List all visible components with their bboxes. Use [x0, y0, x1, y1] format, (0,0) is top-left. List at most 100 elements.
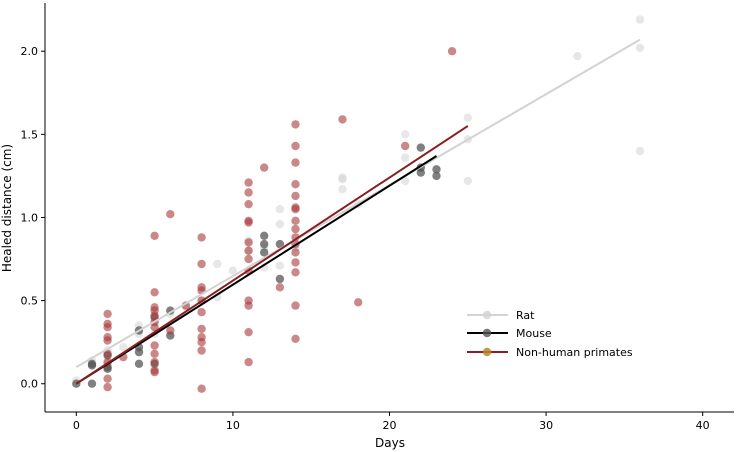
legend-label-non-human-primates: Non-human primates — [516, 346, 633, 359]
point-non-human-primates — [103, 323, 112, 332]
point-non-human-primates — [103, 336, 112, 345]
point-non-human-primates — [291, 191, 300, 201]
x-tick-label: 30 — [539, 419, 553, 432]
point-non-human-primates — [244, 254, 253, 264]
legend-item-rat: Rat — [467, 309, 535, 322]
legend-marker-rat — [482, 310, 492, 320]
x-tick-label: 0 — [73, 419, 80, 432]
point-rat — [119, 343, 128, 352]
y-axis-label: Healed distance (cm) — [0, 144, 14, 272]
point-non-human-primates — [166, 326, 175, 335]
point-rat — [573, 52, 582, 61]
point-non-human-primates — [244, 246, 253, 255]
point-non-human-primates — [150, 323, 159, 332]
point-mouse — [260, 239, 269, 249]
point-non-human-primates — [291, 120, 300, 129]
point-mouse — [275, 274, 285, 284]
point-non-human-primates — [244, 301, 253, 310]
legend-item-non-human-primates: Non-human primates — [467, 346, 633, 359]
point-non-human-primates — [150, 288, 159, 297]
point-rat — [213, 259, 222, 269]
y-tick-label: 0.5 — [21, 295, 39, 308]
point-rat — [401, 153, 410, 162]
point-mouse — [275, 239, 285, 249]
point-rat — [463, 113, 472, 122]
point-rat — [275, 205, 285, 214]
x-tick-label: 40 — [696, 419, 710, 432]
point-rat — [635, 146, 645, 156]
point-rat — [338, 185, 347, 194]
point-non-human-primates — [103, 382, 112, 392]
point-non-human-primates — [197, 259, 206, 269]
y-tick-label: 1.5 — [21, 128, 39, 141]
point-non-human-primates — [103, 374, 112, 383]
point-mouse — [432, 171, 441, 181]
point-non-human-primates — [291, 224, 300, 234]
point-mouse — [416, 143, 425, 152]
point-non-human-primates — [197, 324, 206, 334]
x-axis-label: Days — [375, 436, 405, 450]
point-mouse — [260, 248, 269, 257]
legend-label-mouse: Mouse — [516, 327, 552, 340]
point-non-human-primates — [244, 238, 253, 247]
point-non-human-primates — [291, 248, 300, 257]
y-tick-label: 2.0 — [21, 45, 39, 58]
point-non-human-primates — [197, 308, 206, 317]
point-non-human-primates — [291, 258, 300, 267]
fit-line-mouse — [75, 155, 438, 385]
point-non-human-primates — [197, 338, 206, 347]
point-non-human-primates — [197, 346, 206, 355]
y-tick-label: 0.0 — [21, 378, 39, 391]
point-non-human-primates — [150, 311, 159, 320]
point-non-human-primates — [447, 47, 457, 56]
point-non-human-primates — [354, 298, 363, 307]
point-rat — [401, 176, 410, 186]
point-non-human-primates — [338, 115, 347, 124]
point-mouse — [87, 379, 97, 388]
point-non-human-primates — [291, 180, 300, 189]
point-non-human-primates — [291, 158, 300, 167]
point-non-human-primates — [244, 178, 253, 187]
point-non-human-primates — [150, 357, 159, 367]
point-rat — [275, 261, 285, 270]
point-rat — [338, 175, 347, 184]
point-rat — [635, 15, 645, 24]
point-non-human-primates — [244, 357, 253, 367]
fit-line-rat — [75, 38, 641, 368]
legend-marker-non-human-primates — [482, 347, 492, 357]
point-non-human-primates — [291, 205, 300, 214]
point-mouse — [260, 231, 269, 240]
legend-item-mouse: Mouse — [467, 327, 552, 340]
point-non-human-primates — [150, 349, 159, 358]
y-tick-label: 1.0 — [21, 211, 39, 224]
x-tick-label: 20 — [383, 419, 397, 432]
legend-marker-mouse — [482, 328, 492, 338]
point-non-human-primates — [291, 301, 300, 310]
point-non-human-primates — [291, 268, 300, 277]
point-non-human-primates — [260, 163, 269, 172]
point-non-human-primates — [103, 309, 112, 319]
point-rat — [275, 219, 285, 229]
series-non-human-primates — [103, 47, 457, 393]
point-non-human-primates — [197, 384, 206, 393]
point-non-human-primates — [244, 188, 253, 197]
legend: Rat Mouse Non-human primates — [467, 309, 633, 359]
point-mouse — [134, 359, 144, 368]
legend-label-rat: Rat — [516, 309, 535, 322]
point-non-human-primates — [244, 218, 253, 227]
x-tick-label: 10 — [226, 419, 240, 432]
point-non-human-primates — [103, 349, 112, 358]
point-non-human-primates — [291, 216, 300, 225]
point-non-human-primates — [197, 233, 206, 242]
point-mouse — [87, 359, 97, 368]
point-non-human-primates — [291, 141, 300, 151]
point-non-human-primates — [244, 200, 253, 209]
point-non-human-primates — [291, 334, 300, 343]
ticks-layer: 0 10 20 30 40 0.0 0.5 1.0 1.5 2.0 — [21, 45, 710, 432]
point-non-human-primates — [275, 283, 285, 292]
fit-lines-layer — [75, 38, 641, 385]
point-non-human-primates — [244, 328, 253, 337]
point-non-human-primates — [401, 141, 410, 151]
point-non-human-primates — [150, 367, 159, 377]
